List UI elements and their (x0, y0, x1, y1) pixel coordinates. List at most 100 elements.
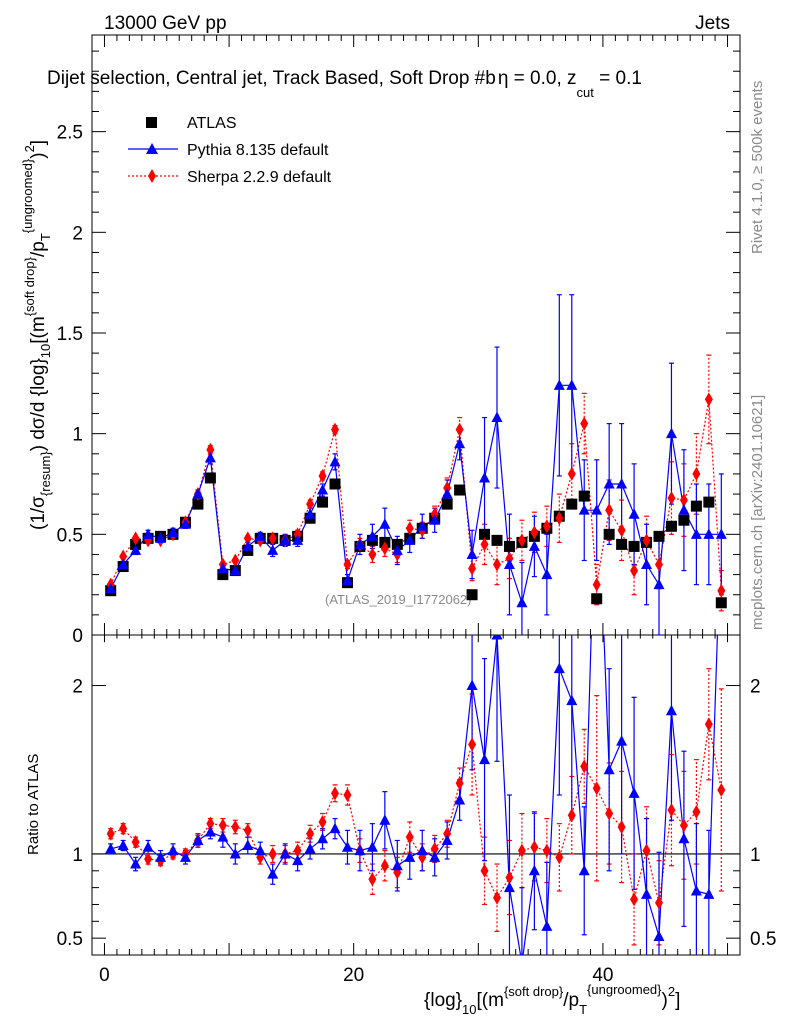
atlas-data-point (317, 496, 329, 508)
pythia-data-point (678, 504, 690, 515)
atlas-data-point (715, 597, 727, 609)
pythia-ratio-point (279, 847, 291, 859)
sherpa-ratio-point (293, 843, 302, 858)
sherpa-ratio-point (144, 852, 153, 866)
pythia-data-point (603, 477, 615, 489)
pythia-ratio-point (665, 704, 677, 716)
sherpa-data-point (343, 557, 352, 572)
pythia-ratio-point (354, 844, 366, 856)
ratio-y-tick-label-right: 1 (750, 845, 761, 866)
sherpa-ratio-point (555, 850, 564, 865)
pythia-data-point (703, 528, 715, 539)
sherpa-ratio-point (243, 823, 252, 838)
pythia-ratio-point (117, 839, 129, 851)
x-tick-label: 20 (343, 965, 364, 986)
pythia-ratio-point (254, 844, 266, 856)
pythia-ratio-point (528, 864, 540, 876)
pythia-data-point (379, 518, 391, 529)
atlas-data-point (653, 530, 665, 542)
sherpa-ratio-point (530, 840, 539, 855)
pythia-ratio-point (142, 841, 154, 852)
atlas-data-point (391, 538, 403, 550)
sherpa-ratio-point (306, 826, 315, 841)
sherpa-ratio-point (131, 835, 140, 850)
sherpa-data-point (430, 507, 439, 522)
sherpa-data-point (380, 541, 389, 556)
ratio-y-axis-label: Ratio to ATLAS (25, 754, 42, 855)
sherpa-data-point (368, 547, 377, 562)
pythia-ratio-point (416, 844, 428, 856)
sherpa-ratio-point (443, 826, 452, 841)
pythia-ratio-point (192, 834, 204, 845)
pythia-data-point (279, 534, 291, 545)
pythia-data-point (479, 471, 491, 483)
pythia-ratio-point (167, 844, 179, 856)
pythia-data-point (317, 484, 329, 495)
atlas-data-point (329, 478, 341, 490)
main-y-tick-label: 0.5 (57, 525, 83, 546)
pythia-ratio-point (703, 888, 715, 899)
sherpa-ratio-point (517, 843, 526, 858)
sherpa-ratio-point (692, 804, 701, 819)
pythia-ratio-point (379, 814, 391, 825)
sherpa-data-point (530, 525, 539, 540)
atlas-data-point (628, 540, 640, 552)
main-y-tick-label: 2 (72, 223, 83, 244)
ratio-y-tick-label-left: 1 (72, 845, 83, 866)
pythia-data-point (242, 540, 254, 551)
pythia-data-point (665, 427, 677, 439)
pythia-ratio-point (466, 679, 478, 691)
sherpa-data-point (617, 523, 626, 538)
sherpa-data-point (567, 466, 576, 481)
sherpa-ratio-point (630, 892, 639, 907)
sherpa-data-point (704, 392, 713, 407)
sherpa-data-point (692, 466, 701, 481)
sherpa-ratio-point (368, 872, 377, 887)
sherpa-ratio-point (343, 788, 352, 802)
pythia-data-point (541, 568, 553, 580)
sherpa-ratio-point (592, 781, 601, 796)
sherpa-data-point (667, 491, 676, 506)
pythia-data-point (130, 544, 142, 555)
pythia-ratio-point (566, 694, 578, 706)
sherpa-data-point (268, 531, 277, 546)
pythia-data-point (416, 520, 428, 531)
pythia-ratio-point (441, 834, 453, 845)
atlas-data-point (479, 528, 491, 540)
sherpa-ratio-point (218, 818, 227, 833)
pythia-data-point (354, 538, 366, 549)
pythia-ratio-point (678, 832, 690, 844)
legend-pythia-marker (146, 143, 158, 154)
atlas-data-point (491, 534, 503, 546)
pythia-data-point (528, 540, 540, 551)
pythia-data-point (329, 455, 341, 467)
atlas-data-point (678, 514, 690, 526)
sherpa-ratio-point (268, 846, 277, 861)
main-y-axis-label: (1/σ{resum}) dσ/d {log}10[(m{soft drop}/… (20, 140, 53, 530)
sherpa-data-point (642, 533, 651, 548)
pythia-ratio-point (591, 444, 602, 455)
sherpa-ratio-line (110, 724, 722, 903)
pythia-ratio-point (491, 635, 503, 640)
pythia-data-point (267, 544, 279, 555)
sherpa-data-point (243, 531, 252, 546)
pythia-ratio-point (130, 858, 142, 869)
sherpa-ratio-point (505, 870, 514, 885)
sherpa-ratio-point (231, 820, 240, 834)
atlas-data-point (454, 484, 466, 496)
pythia-ratio-point (404, 851, 416, 862)
pythia-data-point (304, 508, 316, 519)
sherpa-data-point (331, 422, 339, 437)
legend-atlas-marker (146, 117, 157, 128)
sherpa-ratio-point (206, 816, 215, 831)
pythia-data-point (105, 582, 117, 594)
sherpa-line (110, 399, 722, 591)
pythia-data-point (429, 514, 441, 525)
main-y-tick-label: 2.5 (57, 123, 83, 144)
sherpa-data-point (517, 533, 526, 548)
legend-atlas-label: ATLAS (187, 115, 237, 132)
sherpa-ratio-point (493, 890, 501, 905)
pythia-data-point (179, 518, 191, 529)
atlas-data-point (616, 538, 628, 550)
sherpa-data-point (493, 557, 501, 572)
